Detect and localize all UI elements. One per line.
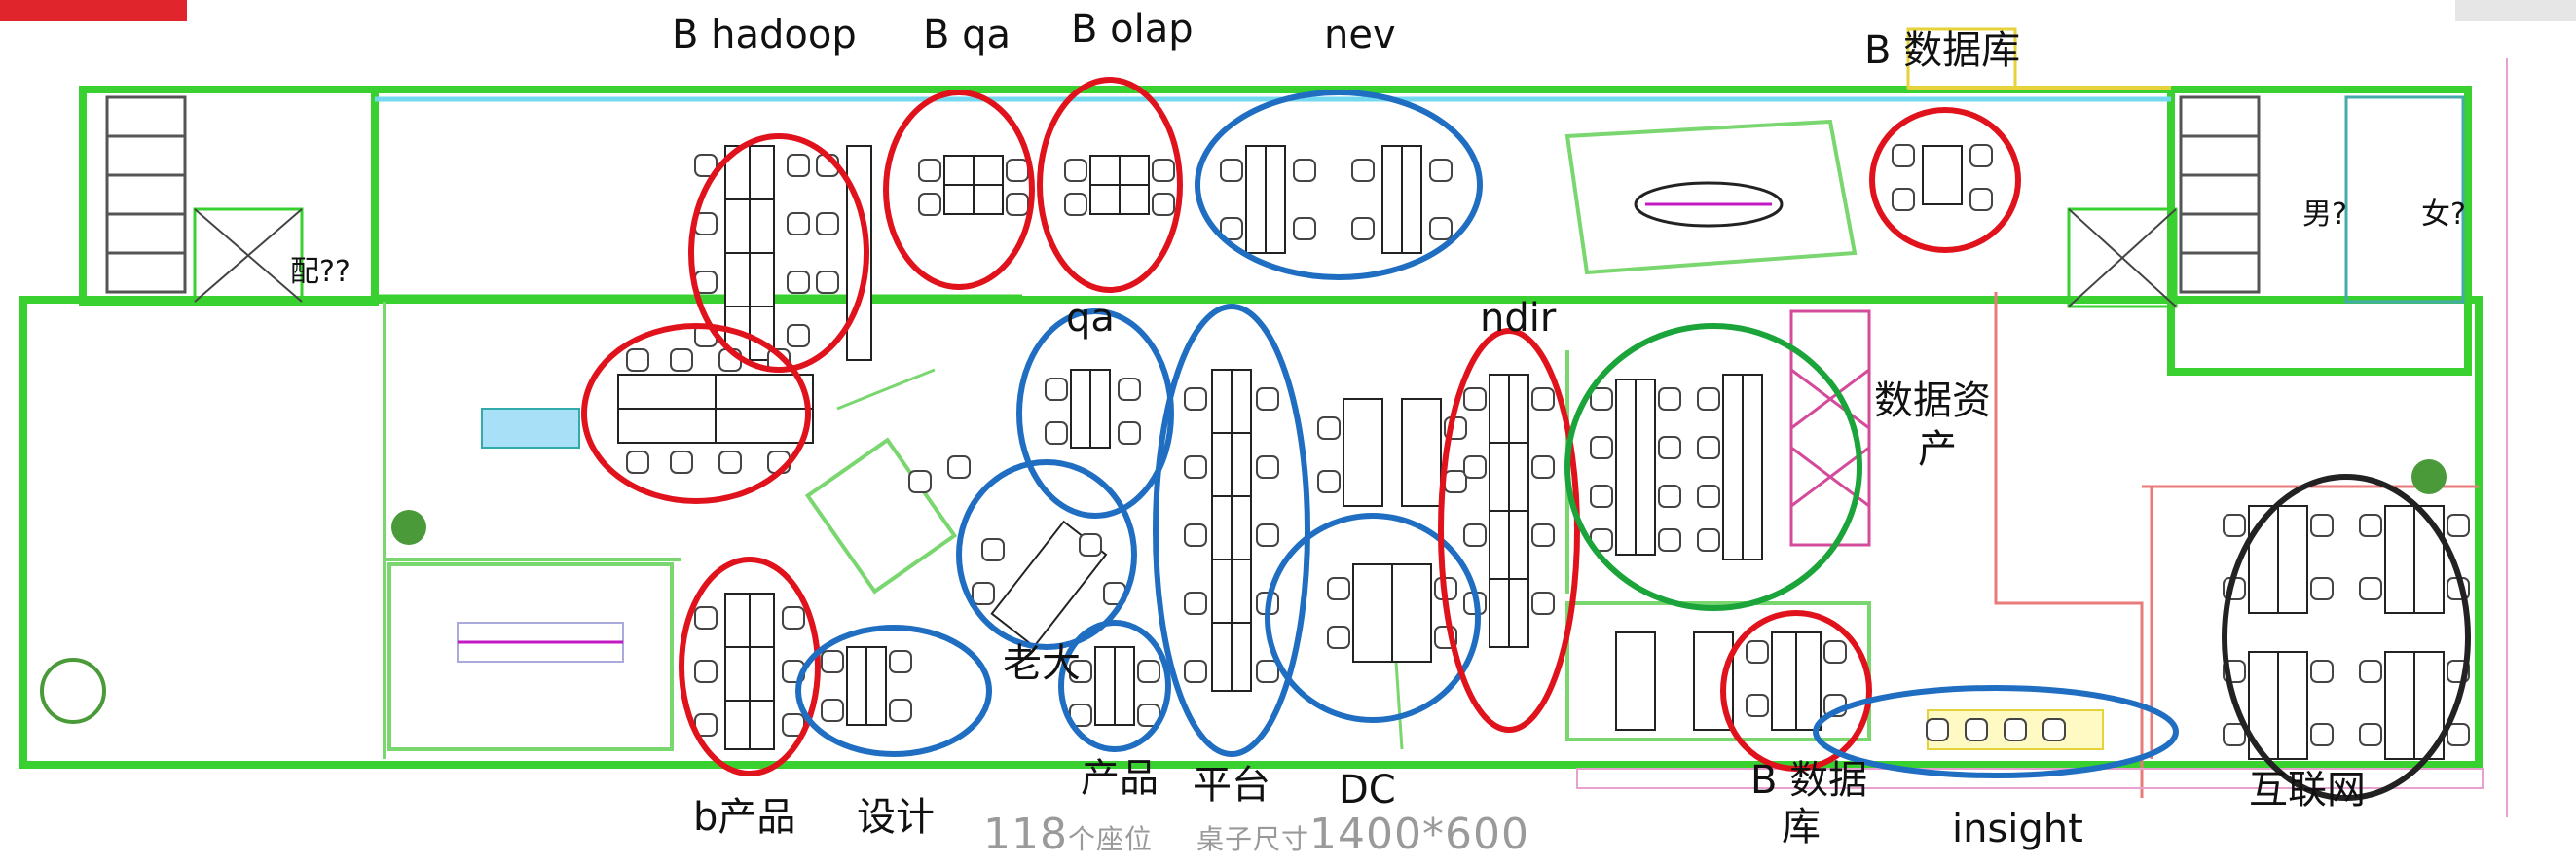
chairs [626,144,2470,746]
zone-dc [1265,513,1481,723]
label-qa: qa [1066,296,1115,341]
zone-b-db-bottom [1720,610,1872,772]
label-design: 设计 [857,795,935,840]
footer-caption: 118个座位 桌子尺寸1400*600 [983,810,1529,859]
interior-partitions [383,119,1871,759]
label-b-olap: B olap [1071,7,1194,52]
label-b-product: b产品 [693,795,796,840]
label-laoda: 老大 [1003,641,1081,686]
zone-b-product-bottom [679,557,821,776]
handwritten-q1: 男? [2302,198,2347,232]
label-b-db-top: B 数据库 [1864,28,2021,73]
top-gray-tab [2455,0,2576,21]
top-red-tab [0,0,187,21]
zone-data-asset [1564,323,1862,611]
zone-qa [1016,308,1174,519]
label-data-asset-1: 数据资 [1874,379,1991,423]
zone-insight [1813,685,2179,778]
zone-design [795,625,992,757]
label-b-db-bottom-1: B 数据 [1750,758,1868,803]
zone-circles [581,77,2471,801]
seat-unit: 个座位 [1067,823,1153,855]
zone-nev [1195,90,1483,280]
conference-tables [457,181,1784,663]
seat-count: 118 [983,810,1068,859]
building-walls [19,86,2483,769]
zone-b-db-top [1869,107,2021,253]
zone-laoda [956,459,1137,650]
desk-size-label: 桌子尺寸 [1196,823,1309,855]
label-b-hadoop: B hadoop [672,13,857,57]
label-b-db-bottom-2: 库 [1782,805,1821,849]
core-rooms [105,27,2465,308]
zone-ndir [1438,328,1580,733]
zone-internet [2222,474,2471,801]
label-dc: DC [1339,768,1396,812]
zone-product [1058,620,1171,752]
label-data-asset-2: 产 [1918,427,1957,472]
zone-platform [1153,304,1310,757]
label-internet: 互联网 [2249,768,2366,812]
label-nev: nev [1324,13,1396,57]
zone-b-olap [1037,77,1183,293]
zone-b-product-left [581,323,811,504]
zone-b-hadoop [688,133,869,373]
label-platform: 平台 [1193,763,1270,808]
label-b-qa: B qa [923,13,1012,57]
label-insight: insight [1952,807,2083,851]
label-product: 产品 [1081,756,1159,801]
zone-b-qa [883,90,1035,290]
info-icons [40,459,2447,724]
desk-size: 1400*600 [1308,810,1529,859]
label-ndir: ndir [1480,296,1557,341]
handwritten-q3: 配?? [290,255,350,289]
handwritten-q2: 女? [2421,198,2466,232]
